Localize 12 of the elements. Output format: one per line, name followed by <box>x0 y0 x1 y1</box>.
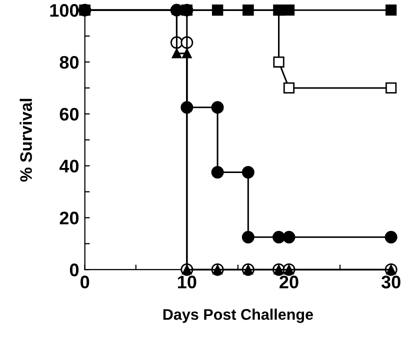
y-tick-label: 40 <box>59 160 79 173</box>
y-tick-label: 60 <box>60 108 79 121</box>
x-tick-label: 10 <box>178 276 196 288</box>
y-axis-title: % Survival <box>20 98 32 182</box>
x-tick-label: 20 <box>280 276 298 288</box>
x-tick-label: 0 <box>80 276 90 288</box>
y-tick-label: 20 <box>60 212 79 224</box>
y-tick-label: 0 <box>70 264 79 276</box>
x-axis-title: Days Post Challenge <box>163 308 314 323</box>
y-tick-label: 100 <box>50 4 79 17</box>
y-tick-label: 80 <box>60 56 79 69</box>
x-tick-label: 30 <box>381 276 400 288</box>
